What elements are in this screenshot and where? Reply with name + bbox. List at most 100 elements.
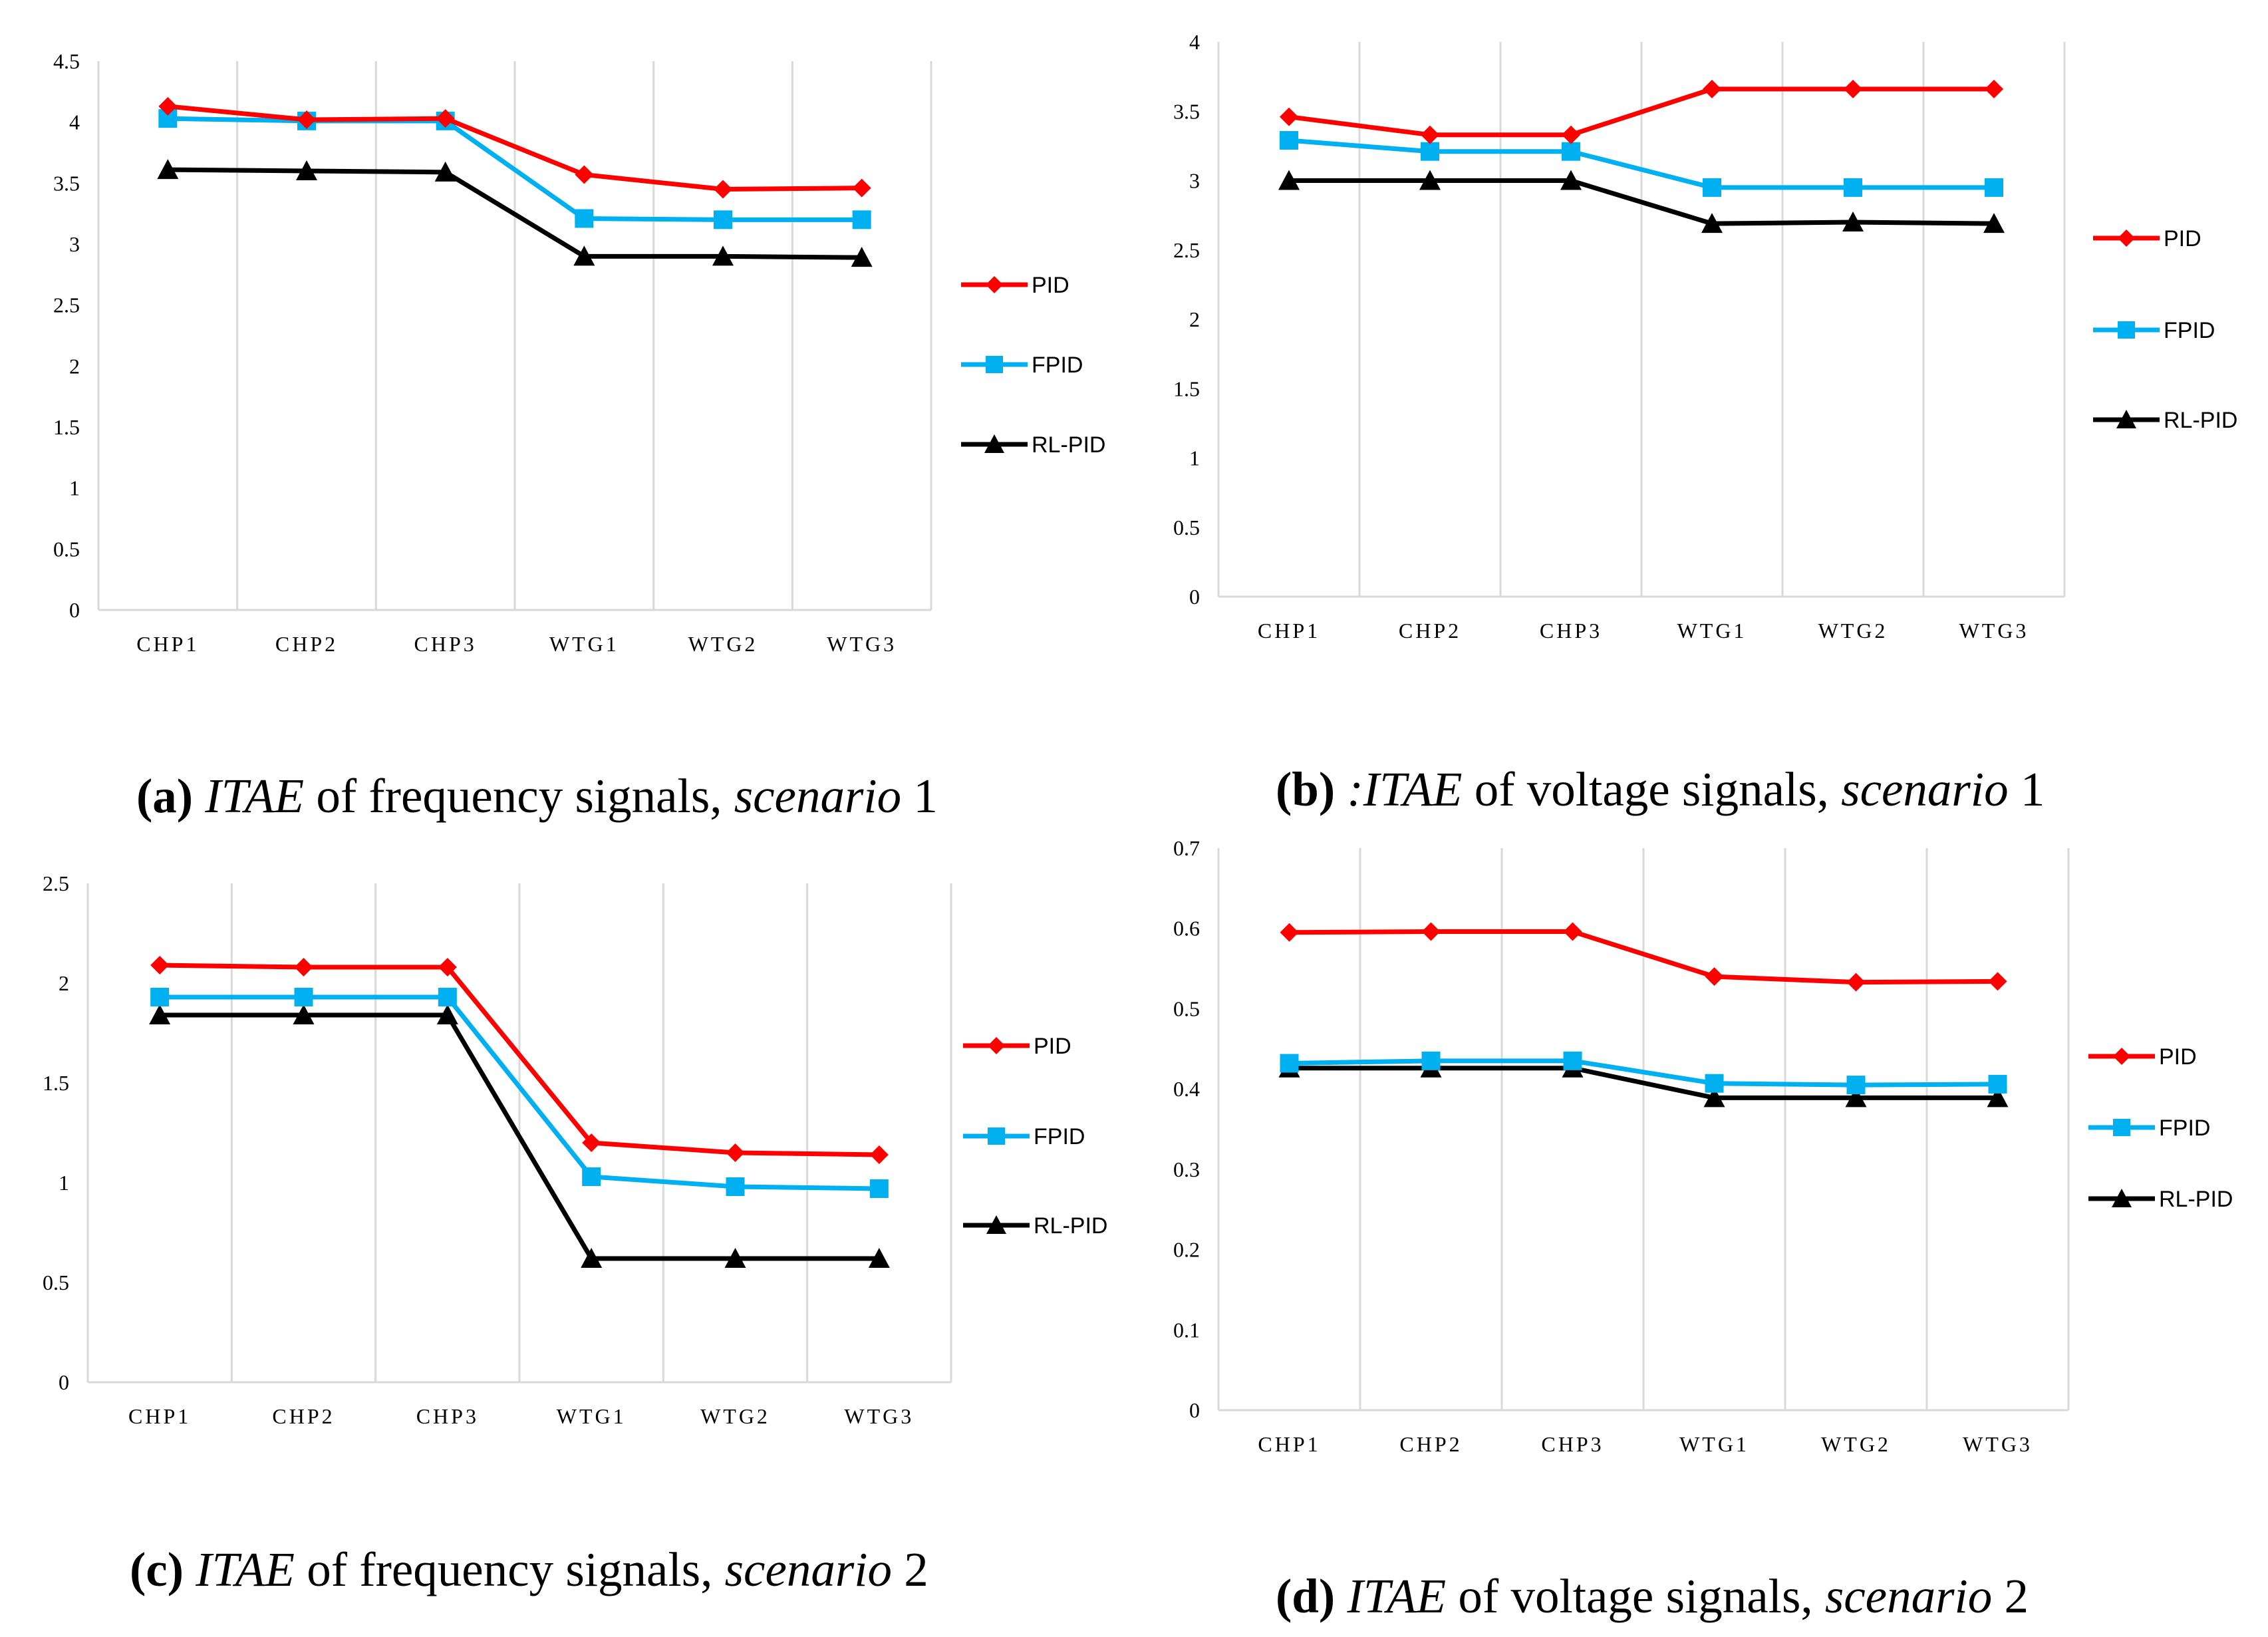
y-tick-a-1: 0.5 [53,537,80,561]
x-tick-c-1: CHP2 [272,1404,335,1428]
series-line-a-rl-pid [168,167,862,260]
caption-c-middle: of frequency signals, [294,1543,725,1596]
x-tick-d-1: CHP2 [1399,1432,1462,1456]
chart-panel-a: 0 0.5 1 1.5 2 2.5 3 3.5 4 4.5 CHP1 CHP2 CHP3 WTG1 WTG2… [0,0,1131,705]
point-b-rl-pid-1 [1419,170,1441,190]
y-tick-a-9: 4.5 [53,49,80,73]
caption-c-num: 2 [892,1543,928,1596]
point-a-rl-pid-3 [573,245,595,266]
point-c-fpid-4 [726,1177,745,1196]
y-tick-d-6: 0.6 [1173,917,1200,941]
caption-a-scenario: scenario [734,769,902,823]
point-a-rl-pid-2 [434,161,456,182]
legend-label-c-fpid: FPID [1034,1124,1085,1149]
x-tick-d-5: WTG3 [1963,1432,2033,1456]
y-tick-c-4: 2 [59,971,69,995]
legend-label-a-pid: PID [1032,273,1069,298]
caption-a-num: 1 [901,769,938,823]
caption-a: (a) ITAE of frequency signals, scenario … [136,768,938,824]
series-line-c-fpid [160,994,879,1191]
caption-b-label: (b) [1276,762,1336,816]
point-c-rl-pid-0 [149,1004,171,1024]
point-c-pid-3 [582,1133,601,1152]
point-b-fpid-2 [1562,142,1580,161]
point-a-rl-pid-1 [296,160,317,180]
caption-d-itae: ITAE [1347,1569,1447,1623]
legend-marker-b-fpid [2118,321,2135,339]
y-tick-d-4: 0.4 [1173,1077,1200,1101]
point-b-fpid-5 [1985,178,2003,197]
legend-marker-d-fpid [2113,1119,2130,1136]
point-b-rl-pid-4 [1842,212,1864,232]
point-d-fpid-1 [1421,1051,1441,1070]
caption-d-label: (d) [1276,1569,1336,1623]
point-b-fpid-0 [1280,131,1298,150]
legend-marker-a-pid [986,276,1003,293]
x-tick-b-0: CHP1 [1258,619,1320,643]
point-c-pid-2 [438,958,457,976]
chart-d: 0 0.1 0.2 0.3 0.4 0.5 0.6 0.7 CHP1 CHP2 CHP3 WTG1 WT… [1173,836,2233,1456]
point-a-fpid-4 [714,210,732,229]
y-tick-b-4: 2 [1189,307,1200,331]
chart-b: 0 0.5 1 1.5 2 2.5 3 3.5 4 CHP1 CHP2 CHP3 WTG1 WTG2 WTG… [1173,30,2237,643]
y-tick-c-5: 2.5 [43,871,69,895]
y-tick-b-6: 3 [1189,169,1200,193]
caption-b: (b) :ITAE of voltage signals, scenario 1 [1276,762,2045,818]
legend-marker-c-rl-pid [986,1215,1006,1234]
caption-a-itae: ITAE [205,769,305,823]
point-d-pid-2 [1563,922,1582,941]
point-a-pid-3 [575,165,594,184]
legend-label-a-rl-pid: RL-PID [1032,432,1105,458]
y-tick-a-4: 2 [69,354,80,378]
point-b-rl-pid-5 [1983,213,2005,233]
point-b-pid-3 [1703,79,1721,98]
x-tick-a-0: CHP1 [136,632,199,656]
point-b-fpid-1 [1421,142,1439,161]
caption-b-middle: of voltage signals, [1462,762,1842,816]
point-b-pid-4 [1844,79,1862,98]
x-tick-b-5: WTG3 [1959,619,2029,643]
series-line-b-rl-pid [1289,178,1995,226]
point-b-pid-0 [1280,107,1298,126]
caption-b-scenario: scenario [1841,762,2009,816]
point-c-pid-0 [150,956,170,974]
legend-label-c-rl-pid: RL-PID [1034,1213,1107,1239]
point-c-rl-pid-3 [581,1248,603,1268]
x-tick-d-3: WTG1 [1679,1432,1749,1456]
chart-panel-d: 0 0.1 0.2 0.3 0.4 0.5 0.6 0.7 CHP1 CHP2 CHP3 WTG1 WT… [1131,825,2268,1503]
point-c-fpid-0 [150,988,170,1006]
caption-c-itae: ITAE [196,1543,295,1596]
caption-d-scenario: scenario [1824,1569,1993,1623]
x-tick-c-2: CHP3 [416,1404,479,1428]
point-b-fpid-4 [1844,178,1862,197]
point-b-pid-5 [1985,79,2003,98]
y-tick-d-7: 0.7 [1173,836,1200,860]
y-tick-d-2: 0.2 [1173,1238,1200,1262]
y-tick-b-5: 2.5 [1173,238,1200,262]
x-tick-a-2: CHP3 [414,632,477,656]
point-a-fpid-3 [575,209,594,228]
x-tick-c-4: WTG2 [700,1404,770,1428]
y-tick-c-1: 0.5 [43,1270,69,1294]
x-tick-d-2: CHP3 [1541,1432,1604,1456]
legend-marker-a-rl-pid [984,434,1004,453]
point-d-pid-5 [1988,972,2007,991]
point-c-fpid-1 [294,988,313,1006]
legend-label-c-pid: PID [1034,1034,1071,1059]
legend-marker-c-pid [988,1037,1005,1054]
caption-b-num: 1 [2008,762,2045,816]
point-c-pid-5 [869,1145,889,1164]
legend-marker-d-rl-pid [2112,1189,2132,1207]
x-tick-b-3: WTG1 [1677,619,1747,643]
series-line-d-pid [1289,929,1998,985]
x-tick-d-0: CHP1 [1258,1432,1320,1456]
x-tick-c-5: WTG3 [844,1404,914,1428]
series-line-b-fpid [1288,138,1994,190]
y-tick-b-7: 3.5 [1173,99,1200,123]
y-tick-b-1: 0.5 [1173,516,1200,539]
chart-a: 0 0.5 1 1.5 2 2.5 3 3.5 4 4.5 CHP1 CHP2 CHP3 WTG1 WTG2… [53,49,1105,656]
point-b-pid-2 [1562,125,1580,144]
caption-d-middle: of voltage signals, [1446,1569,1825,1623]
x-tick-d-4: WTG2 [1821,1432,1891,1456]
point-d-pid-1 [1421,922,1441,941]
